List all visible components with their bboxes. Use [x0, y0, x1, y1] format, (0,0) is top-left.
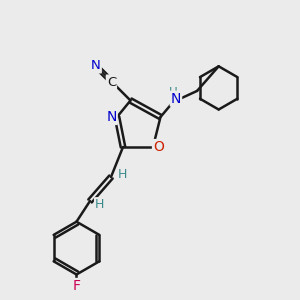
Text: C: C — [107, 76, 116, 88]
Text: N: N — [106, 110, 117, 124]
Text: H: H — [169, 85, 177, 98]
Text: H: H — [95, 198, 104, 211]
Text: O: O — [153, 140, 164, 154]
Text: H: H — [118, 168, 127, 181]
Text: N: N — [91, 59, 101, 73]
Text: F: F — [73, 279, 80, 293]
Text: N: N — [171, 92, 181, 106]
